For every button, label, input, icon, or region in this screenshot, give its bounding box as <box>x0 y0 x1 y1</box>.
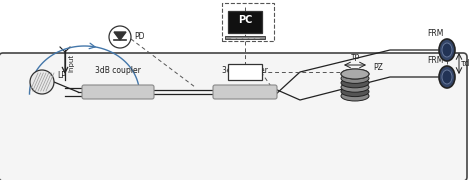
Ellipse shape <box>341 69 369 79</box>
Text: 3dB coupler: 3dB coupler <box>222 66 268 75</box>
Bar <box>225 36 265 39</box>
Ellipse shape <box>341 78 369 88</box>
Text: FRM: FRM <box>427 56 443 65</box>
Ellipse shape <box>439 39 455 61</box>
Text: τp: τp <box>350 52 360 61</box>
Ellipse shape <box>341 73 369 83</box>
Ellipse shape <box>442 43 452 57</box>
FancyBboxPatch shape <box>228 64 262 80</box>
Text: Input: Input <box>68 54 74 72</box>
Text: 3dB coupler: 3dB coupler <box>95 66 141 75</box>
FancyBboxPatch shape <box>213 85 277 99</box>
Polygon shape <box>114 32 126 40</box>
FancyBboxPatch shape <box>82 85 154 99</box>
Ellipse shape <box>442 70 452 84</box>
Ellipse shape <box>439 66 455 88</box>
Ellipse shape <box>341 69 369 79</box>
Circle shape <box>109 26 131 48</box>
Text: PZ: PZ <box>373 63 383 72</box>
Text: DAQ: DAQ <box>237 68 254 76</box>
Ellipse shape <box>341 82 369 92</box>
Bar <box>228 11 262 33</box>
Circle shape <box>30 70 54 94</box>
Ellipse shape <box>341 91 369 101</box>
Text: τd: τd <box>461 59 470 68</box>
FancyBboxPatch shape <box>0 53 467 180</box>
Text: PD: PD <box>134 31 145 40</box>
Text: LP: LP <box>57 71 66 80</box>
Text: PC: PC <box>238 15 252 25</box>
Ellipse shape <box>341 87 369 97</box>
Text: FRM: FRM <box>427 29 443 38</box>
